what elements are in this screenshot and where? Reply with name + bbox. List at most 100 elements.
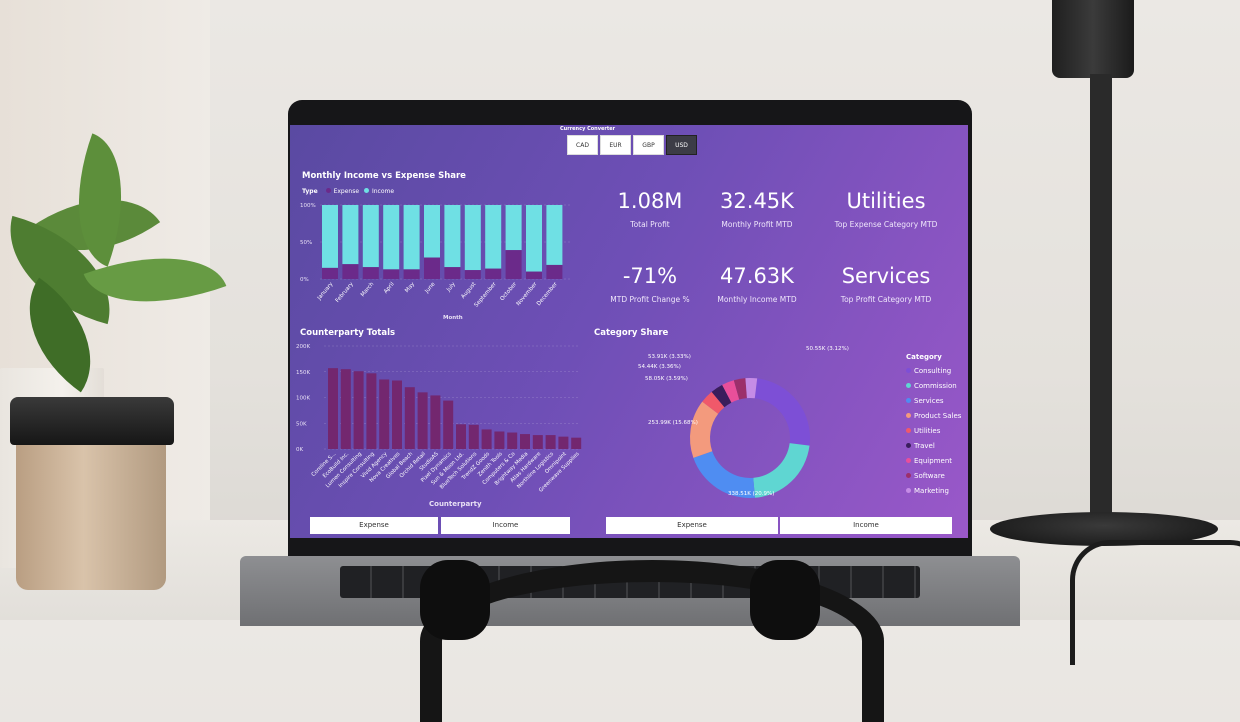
category-legend-item: Consulting	[906, 363, 961, 378]
category-legend-item: Travel	[906, 438, 961, 453]
legend-income-label: Income	[372, 188, 394, 195]
counterparty-bar	[430, 395, 440, 449]
counterparty-bar	[507, 433, 517, 449]
income-bar	[485, 205, 501, 269]
legend-dot-icon	[906, 413, 911, 418]
counterparty-bar	[405, 387, 415, 449]
legend-dot-icon	[906, 368, 911, 373]
income-expense-xlabel: Month	[443, 315, 463, 321]
month-tick-label: April	[383, 281, 396, 295]
category-legend-item: Commission	[906, 378, 961, 393]
category-legend-item: Services	[906, 393, 961, 408]
donut-slice-label: 53.91K (3.33%)	[648, 354, 691, 360]
coffee-cup-lid	[10, 397, 174, 445]
counterparty-y-tick-label: 200K	[296, 344, 310, 350]
month-tick-label: August	[460, 281, 478, 300]
expense-bar	[485, 269, 501, 279]
counterparty-bar	[443, 401, 453, 449]
kpi-value-monthly-income: 47.63K	[697, 264, 817, 288]
expense-legend-dot-icon	[326, 188, 331, 193]
kpi-value-total-profit: 1.08M	[590, 189, 710, 213]
currency-button-cad[interactable]: CAD	[567, 135, 598, 155]
month-tick-label: January	[316, 281, 335, 302]
counterparty-bar	[418, 392, 428, 449]
expense-bar	[363, 267, 379, 279]
legend-dot-icon	[906, 458, 911, 463]
category-legend-title: Category	[906, 353, 961, 361]
counterparty-chart: 200K150K100K50K0KCoreline S...EcoBuild I…	[294, 340, 584, 500]
counterparty-expense-button[interactable]: Expense	[310, 517, 438, 534]
category-legend-label: Travel	[914, 442, 935, 450]
legend-dot-icon	[906, 428, 911, 433]
counterparty-y-tick-label: 100K	[296, 396, 310, 402]
dashboard-screen: Currency Converter CAD EUR GBP USD Month…	[290, 125, 968, 538]
category-legend-label: Services	[914, 397, 944, 405]
counterparty-income-button[interactable]: Income	[441, 517, 570, 534]
counterparty-bar	[456, 424, 466, 449]
headphones-earcup-right	[750, 560, 820, 640]
category-legend-label: Consulting	[914, 367, 951, 375]
expense-bar	[383, 269, 399, 279]
expense-bar	[506, 250, 522, 279]
category-legend-label: Equipment	[914, 457, 952, 465]
expense-bar	[526, 272, 542, 279]
donut-slice-label: 54.44K (3.36%)	[638, 364, 681, 370]
lamp-pole	[1090, 74, 1112, 534]
income-y-tick-label: 100%	[300, 203, 316, 209]
donut-slice-label: 253.99K (15.68%)	[648, 420, 698, 426]
category-legend-label: Product Sales	[914, 412, 961, 420]
month-tick-label: December	[536, 281, 559, 307]
expense-bar	[465, 270, 481, 279]
counterparty-bar	[341, 369, 351, 449]
income-legend-dot-icon	[364, 188, 369, 193]
category-income-button[interactable]: Income	[780, 517, 952, 534]
donut-slice-label: 50.55K (3.12%)	[806, 346, 849, 352]
currency-button-eur[interactable]: EUR	[600, 135, 631, 155]
counterparty-bar	[558, 437, 568, 449]
legend-dot-icon	[906, 443, 911, 448]
lamp-head	[1052, 0, 1134, 78]
category-legend-item: Marketing	[906, 483, 961, 498]
expense-bar	[404, 269, 420, 279]
counterparty-y-tick-label: 150K	[296, 370, 310, 376]
income-bar	[465, 205, 481, 270]
currency-button-gbp[interactable]: GBP	[633, 135, 664, 155]
month-tick-label: October	[499, 281, 518, 302]
eyeglasses	[1070, 540, 1240, 665]
income-bar	[322, 205, 338, 268]
currency-button-usd[interactable]: USD	[666, 135, 697, 155]
donut-slice-label: 338.51K (20.9%)	[728, 491, 774, 497]
legend-dot-icon	[906, 488, 911, 493]
expense-bar	[342, 264, 358, 279]
donut-slice-label: 58.05K (3.59%)	[645, 376, 688, 382]
category-expense-button[interactable]: Expense	[606, 517, 778, 534]
month-tick-label: July	[445, 281, 457, 294]
income-bar	[506, 205, 522, 250]
category-share-title: Category Share	[594, 328, 668, 338]
kpi-label-top-expense-category: Top Expense Category MTD	[806, 220, 966, 229]
expense-bar	[322, 268, 338, 279]
category-legend: Category Consulting Commission Services Pro…	[906, 353, 961, 498]
income-bar	[342, 205, 358, 264]
category-legend-label: Software	[914, 472, 945, 480]
income-expense-legend: Type Expense Income	[302, 188, 394, 195]
counterparty-xlabel: Counterparty	[429, 500, 482, 508]
counterparty-bar	[520, 434, 530, 449]
currency-converter-title: Currency Converter	[560, 126, 615, 132]
income-bar	[383, 205, 399, 269]
donut-slice	[755, 378, 810, 445]
category-legend-item: Equipment	[906, 453, 961, 468]
coffee-cup	[16, 440, 166, 590]
income-expense-title: Monthly Income vs Expense Share	[302, 171, 466, 181]
income-expense-chart: 100% 50% 0% January February March April May Jun…	[298, 199, 584, 319]
kpi-value-top-expense-category: Utilities	[826, 189, 946, 213]
income-bar	[404, 205, 420, 269]
counterparty-bar	[469, 425, 479, 449]
counterparty-bar	[392, 381, 402, 449]
month-tick-label: February	[335, 281, 356, 304]
category-legend-item: Utilities	[906, 423, 961, 438]
income-y-tick-label: 0%	[300, 277, 309, 283]
month-tick-label: June	[424, 281, 437, 295]
category-legend-label: Marketing	[914, 487, 949, 495]
kpi-value-monthly-profit: 32.45K	[697, 189, 817, 213]
